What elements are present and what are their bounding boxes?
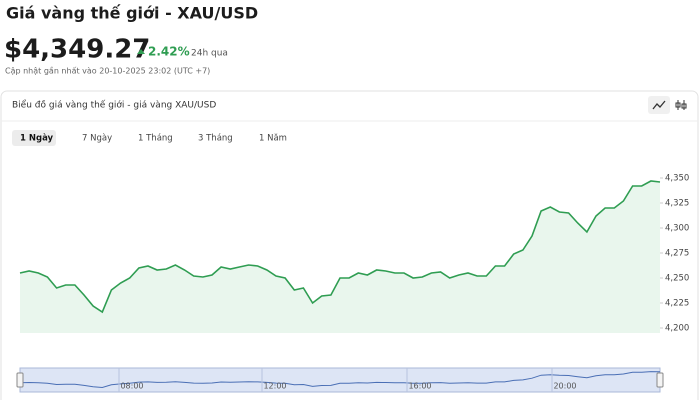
change-period: 24h qua <box>191 49 228 59</box>
y-tick-label: 4,225 <box>665 299 689 309</box>
navigator-line <box>19 371 661 389</box>
y-tick-label: 4,250 <box>665 274 689 284</box>
y-tick-label: 4,325 <box>665 199 689 209</box>
navigator <box>19 367 661 393</box>
tab[interactable]: 7 Ngày <box>82 134 112 144</box>
tab-active <box>12 130 56 146</box>
price-change: 2.42% <box>148 45 190 59</box>
card-title: Biểu đồ giá vàng thế giới - giá vàng XAU… <box>12 100 216 111</box>
tab[interactable]: 1 Tháng <box>138 134 173 144</box>
navigator-label: 12:00 <box>263 382 286 391</box>
price: $4,349.27 <box>4 35 150 65</box>
price-line <box>19 180 661 314</box>
y-tick-label: 4,275 <box>665 249 689 259</box>
update-time: Cập nhật gần nhất vào 20-10-2025 23:02 (… <box>5 66 210 77</box>
navigator-handle[interactable] <box>16 372 24 388</box>
line-icon <box>652 100 666 110</box>
y-tick-label: 4,200 <box>665 324 689 334</box>
line-chart-button[interactable] <box>648 96 670 114</box>
up-arrow <box>137 49 145 54</box>
y-tick-label: 4,300 <box>665 224 689 234</box>
navigator-label: 16:00 <box>408 382 431 391</box>
tab[interactable]: 1 Năm <box>259 134 287 144</box>
area-fill <box>20 181 660 333</box>
tab[interactable]: 3 Tháng <box>198 134 233 144</box>
candle-button[interactable] <box>675 100 687 110</box>
navigator-handle[interactable] <box>656 372 664 388</box>
navigator-label: 08:00 <box>120 382 143 391</box>
y-tick-label: 4,350 <box>665 174 689 184</box>
navigator-label: 20:00 <box>553 382 576 391</box>
page-title: Giá vàng thế giới - XAU/USD <box>6 4 258 23</box>
tab[interactable]: 1 Ngày <box>20 134 54 144</box>
